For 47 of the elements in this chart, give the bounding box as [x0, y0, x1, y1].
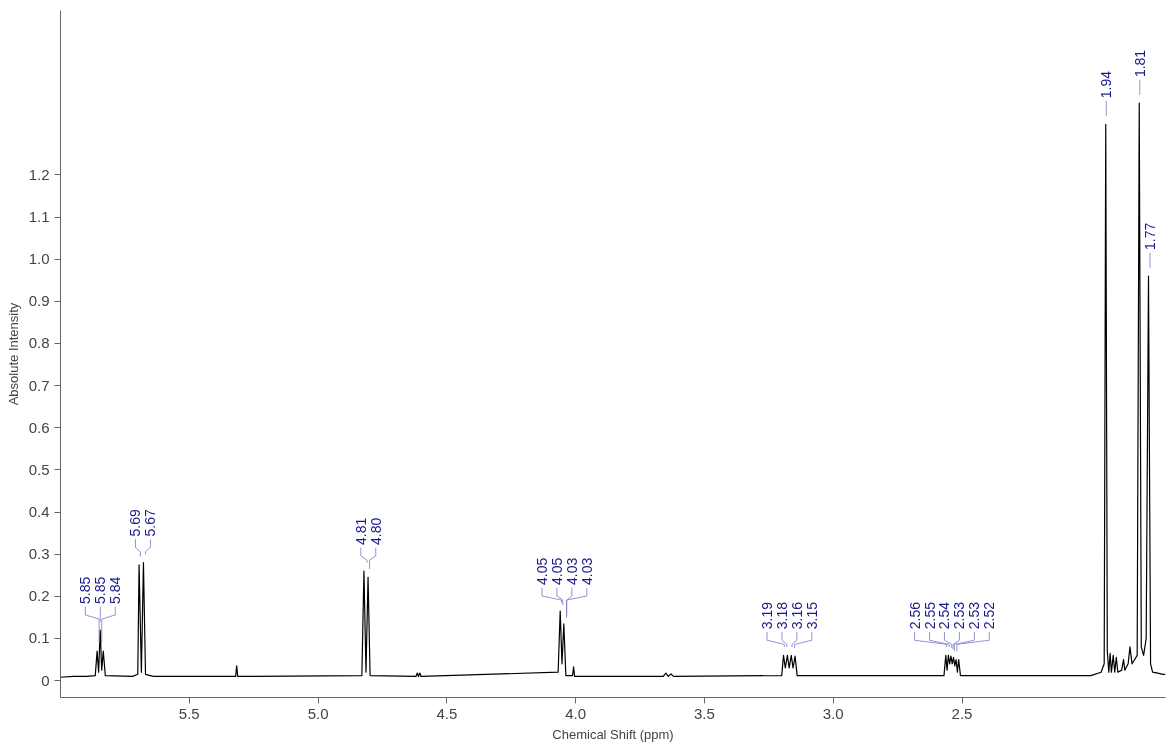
- y-tick-label: 0.6: [28, 418, 50, 436]
- annotation: 2.52: [981, 601, 998, 630]
- y-tick-label: 1.1: [28, 208, 50, 226]
- y-tick-label: 0.5: [28, 460, 50, 478]
- annotation: 4.05: [533, 557, 550, 585]
- annotation: 5.67: [142, 509, 159, 537]
- annotation: 1.81: [1131, 49, 1148, 78]
- annotation: 4.05: [548, 557, 565, 585]
- annotation: 1.94: [1098, 70, 1115, 99]
- y-tick-label: 0.4: [28, 503, 50, 521]
- x-tick-label: 5.5: [178, 704, 200, 722]
- annotation: 1.77: [1142, 222, 1159, 250]
- annotation: 4.80: [367, 517, 384, 545]
- x-tick-label: 3.5: [694, 704, 715, 722]
- y-tick-label: 0.8: [28, 334, 50, 352]
- annotation: 2.53: [951, 601, 968, 630]
- x-tick-label: 4.5: [436, 704, 458, 722]
- y-tick-label: 0.9: [28, 292, 50, 310]
- y-axis-title: Absolute Intensity: [5, 302, 21, 406]
- annotation: 5.84: [107, 576, 124, 604]
- x-tick-label: 2.5: [951, 704, 973, 722]
- annotation: 4.03: [578, 557, 595, 585]
- y-tick-label: 0.2: [28, 587, 50, 605]
- annotation: 2.54: [936, 601, 953, 630]
- x-axis-title: Chemical Shift (ppm): [552, 726, 674, 742]
- y-tick-label: 0.7: [28, 376, 50, 394]
- annotation: 2.55: [921, 601, 938, 630]
- annotation: 3.15: [803, 601, 820, 630]
- annotation: 3.16: [788, 601, 805, 630]
- y-tick-label: 0.1: [28, 629, 50, 647]
- annotation: 5.85: [77, 576, 94, 604]
- x-tick-label: 3.0: [822, 704, 844, 722]
- line-series: [60, 102, 1166, 678]
- annotation: 2.56: [906, 601, 923, 630]
- annotation: 3.19: [759, 601, 776, 630]
- y-tick-label: 0: [41, 671, 50, 689]
- annotation: 5.69: [127, 509, 144, 537]
- y-tick-label: 0.3: [28, 545, 50, 563]
- annotation: 5.85: [92, 576, 109, 604]
- x-tick-label: 5.0: [307, 704, 329, 722]
- y-tick-label: 1.2: [28, 165, 50, 183]
- y-tick-label: 1.0: [28, 250, 50, 268]
- annotation: 2.53: [966, 601, 983, 630]
- annotation: 4.03: [563, 557, 580, 585]
- annotation: 3.18: [773, 601, 790, 630]
- annotation: 4.81: [352, 517, 369, 545]
- x-tick-label: 4.0: [565, 704, 587, 722]
